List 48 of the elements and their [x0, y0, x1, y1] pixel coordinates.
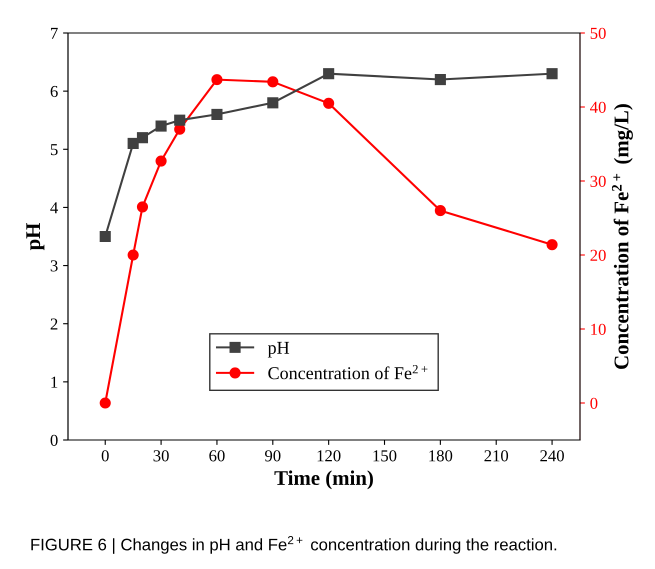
point	[136, 132, 148, 144]
point	[267, 97, 278, 108]
y-tick-label: 4	[50, 202, 58, 214]
x-tick-label: 180	[429, 450, 452, 462]
y2-axis-title: Concentration of Fe$^{2+}$ (mg/L)	[612, 104, 633, 369]
y2-tick-label: 40	[590, 102, 606, 113]
point	[128, 138, 139, 150]
legend-label: pH	[268, 342, 290, 358]
x-tick-label: 150	[373, 450, 396, 462]
y-tick-label: 7	[51, 28, 58, 39]
y2-tick-label: 30	[590, 176, 606, 187]
point	[267, 76, 278, 88]
point	[211, 108, 222, 120]
point	[434, 74, 446, 86]
point	[546, 239, 558, 250]
y-tick-label: 1	[51, 376, 58, 388]
x-tick-label: 90	[265, 450, 280, 462]
caption: FIGURE 6 | Changes in pH and Fe$^{2+}$ concentration during the reaction.	[31, 536, 556, 554]
y-tick-label: 6	[50, 86, 58, 98]
x-tick-label: 0	[102, 450, 109, 462]
point	[156, 155, 167, 167]
x-tick-label: 60	[209, 450, 225, 462]
point	[100, 230, 111, 242]
x-axis-title: Time (min)	[274, 470, 373, 490]
y-tick-label: 2	[50, 318, 58, 330]
y-tick-label: 5	[50, 144, 58, 156]
point	[546, 68, 558, 80]
y-tick-label: 0	[50, 434, 58, 446]
point	[156, 120, 167, 132]
y2-tick-label: 20	[590, 250, 606, 261]
legend-label: Concentration of Fe$^{2+}$	[268, 364, 428, 380]
x-tick-label: 30	[154, 450, 169, 462]
x-tick-label: 120	[318, 450, 341, 462]
point	[211, 74, 222, 86]
point	[434, 205, 446, 216]
x-tick-label: 210	[484, 450, 508, 462]
point	[323, 98, 334, 109]
x-tick-label: 240	[540, 450, 564, 462]
y2-tick-label: 0	[590, 398, 598, 409]
y-axis-title: pH	[26, 222, 44, 250]
point	[136, 201, 148, 212]
point	[174, 114, 186, 126]
y-tick-label: 3	[50, 260, 58, 272]
y2-tick-label: 10	[591, 324, 606, 335]
point	[323, 68, 334, 80]
point	[100, 397, 111, 409]
y2-tick-label: 50	[590, 28, 606, 39]
point	[128, 249, 139, 261]
